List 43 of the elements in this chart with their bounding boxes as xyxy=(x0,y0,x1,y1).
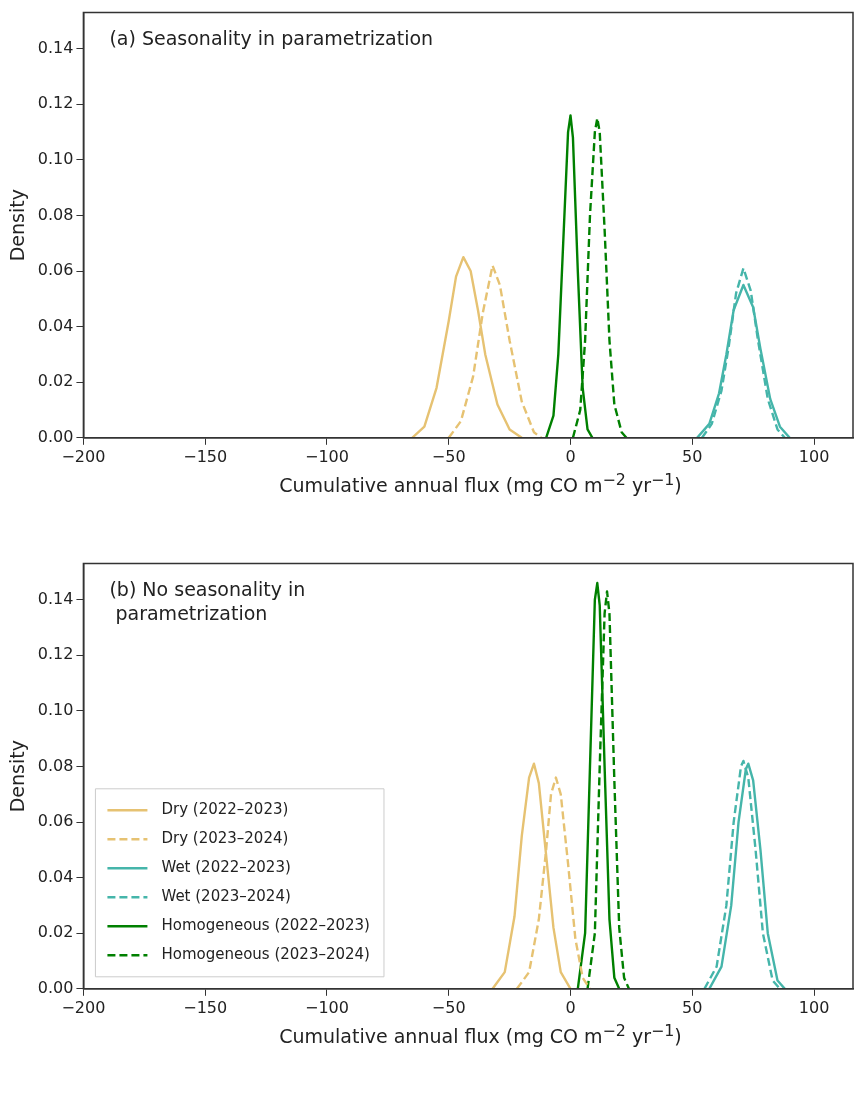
y-tick-label: 0.06 xyxy=(37,260,74,280)
y-tick-label: 0.10 xyxy=(37,700,74,720)
x-tick-label: −150 xyxy=(183,997,228,1017)
x-tick-label: 50 xyxy=(682,997,703,1017)
y-tick-label: 0.04 xyxy=(37,866,74,886)
x-axis-title: Cumulative annual flux (mg CO m$^{−2}$ yr$^{−1}$) xyxy=(278,470,683,497)
y-tick-label: 0.12 xyxy=(37,93,74,113)
x-tick-label: 0 xyxy=(565,997,576,1017)
x-tick-label: 100 xyxy=(798,997,830,1017)
y-tick-label: 0.02 xyxy=(37,371,74,391)
legend-label: Homogeneous (2023–2024) xyxy=(161,945,370,964)
x-tick-label: −200 xyxy=(61,446,106,466)
y-tick-label: 0.02 xyxy=(37,922,74,942)
y-tick-label: 0.12 xyxy=(37,644,74,664)
y-tick-label: 0.10 xyxy=(37,149,74,169)
legend-label: Wet (2023–2024) xyxy=(161,887,291,906)
y-tick-label: 0.08 xyxy=(37,204,74,224)
x-tick-label: −100 xyxy=(304,997,349,1017)
line-series xyxy=(700,267,787,438)
y-tick-label: 0.04 xyxy=(37,315,74,335)
legend-label: Dry (2023–2024) xyxy=(161,829,289,848)
y-tick-label: 0.00 xyxy=(37,977,74,997)
x-tick-label: 50 xyxy=(682,446,703,466)
y-tick-label: 0.00 xyxy=(37,426,74,446)
y-axis-title: Density xyxy=(6,189,29,262)
y-axis-title: Density xyxy=(6,740,29,813)
x-tick-label: 0 xyxy=(565,446,576,466)
x-axis-title: Cumulative annual flux (mg CO m$^{−2}$ yr$^{−1}$) xyxy=(278,1021,683,1048)
y-tick-label: 0.14 xyxy=(37,588,74,608)
y-tick-label: 0.06 xyxy=(37,811,74,831)
annotation: (b) No seasonality in parametrization xyxy=(109,578,306,625)
annotation: (a) Seasonality in parametrization xyxy=(109,27,434,50)
legend-label: Homogeneous (2022–2023) xyxy=(161,916,370,935)
x-tick-label: −200 xyxy=(61,997,106,1017)
legend-label: Wet (2022–2023) xyxy=(161,858,291,877)
x-tick-label: −50 xyxy=(431,997,466,1017)
x-tick-label: −50 xyxy=(431,446,466,466)
x-tick-label: 100 xyxy=(798,446,830,466)
x-tick-label: −100 xyxy=(304,446,349,466)
y-tick-label: 0.08 xyxy=(37,755,74,775)
x-tick-label: −150 xyxy=(183,446,228,466)
legend-label: Dry (2022–2023) xyxy=(161,800,289,819)
y-tick-label: 0.14 xyxy=(37,37,74,57)
